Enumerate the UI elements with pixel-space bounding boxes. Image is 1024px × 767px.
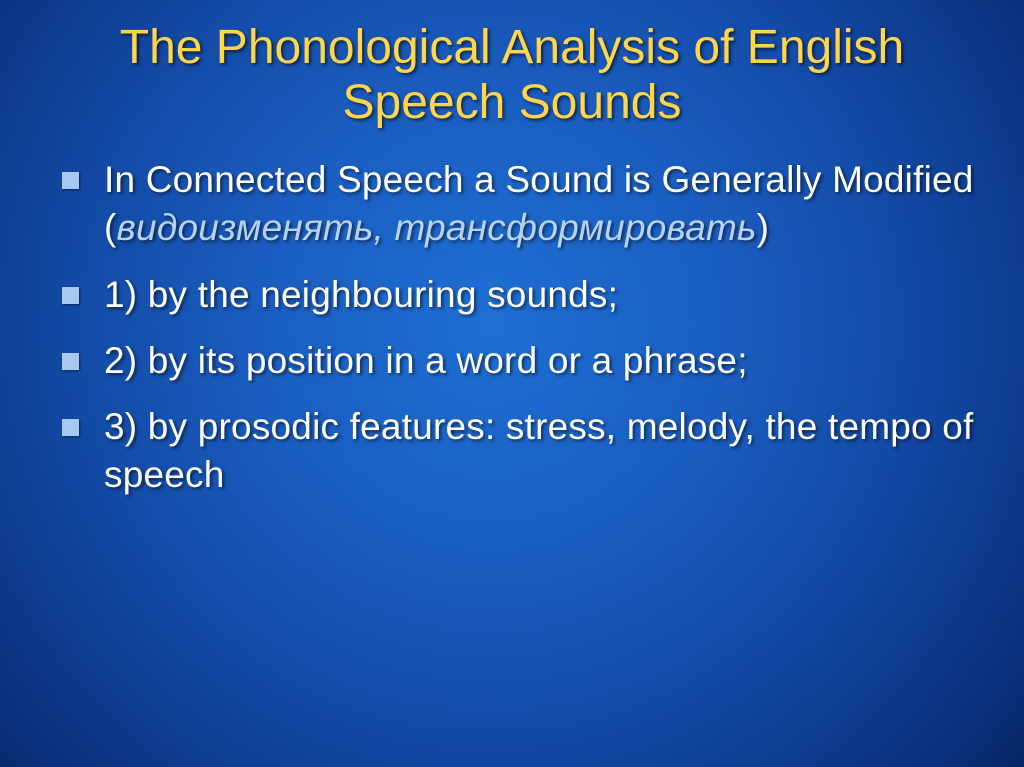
bullet-item: 3) by prosodic features: stress, melody,… [62, 403, 974, 499]
bullet-item: 1) by the neighbouring sounds; [62, 271, 974, 319]
slide: The Phonological Analysis of English Spe… [0, 0, 1024, 767]
slide-body: In Connected Speech a Sound is Generally… [0, 138, 1024, 499]
bullet-list: In Connected Speech a Sound is Generally… [62, 156, 974, 499]
bullet-text: 2) by its position in a word or a phrase… [104, 340, 748, 381]
bullet-item: In Connected Speech a Sound is Generally… [62, 156, 974, 252]
slide-title: The Phonological Analysis of English Spe… [0, 0, 1024, 138]
bullet-text-close: ) [757, 207, 770, 248]
bullet-text: 3) by prosodic features: stress, melody,… [104, 406, 974, 495]
bullet-text: 1) by the neighbouring sounds; [104, 274, 618, 315]
bullet-text-muted: видоизменять, трансформировать [117, 207, 757, 248]
bullet-item: 2) by its position in a word or a phrase… [62, 337, 974, 385]
